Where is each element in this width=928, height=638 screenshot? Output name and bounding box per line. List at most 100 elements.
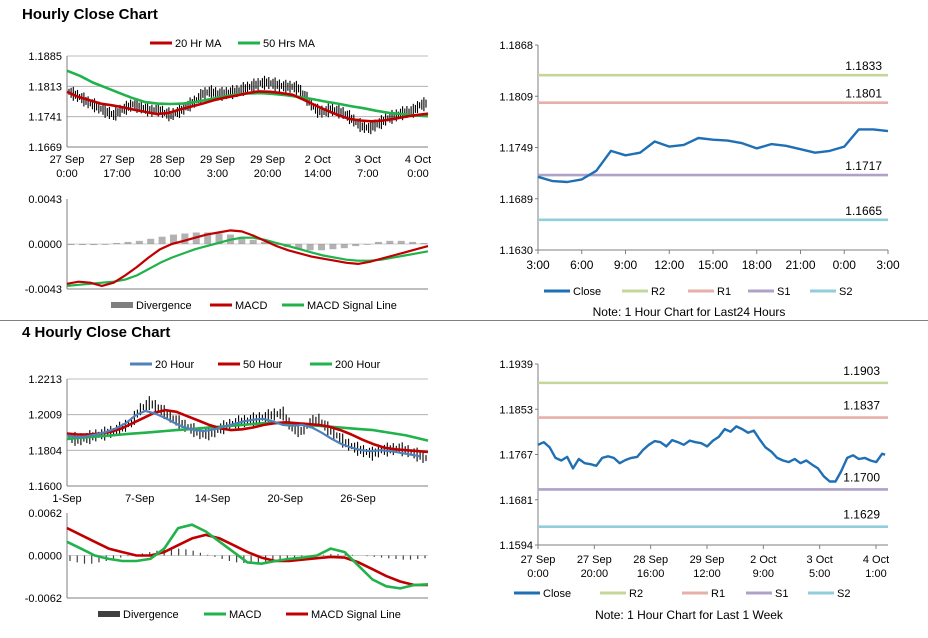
hourly-price-x-tick: 2 Oct bbox=[305, 154, 331, 166]
legend-macd-signal-swatch bbox=[282, 303, 304, 307]
four-hourly-price-y-tick: 1.1600 bbox=[28, 481, 62, 493]
legend-macd-label: MACD bbox=[235, 300, 267, 312]
hourly-divergence-bar bbox=[272, 244, 280, 246]
legend-macd-swatch bbox=[210, 303, 232, 307]
four-hourly-levels-y-tick: 1.1594 bbox=[499, 540, 533, 552]
legend-4h-r2-label: R2 bbox=[629, 588, 643, 600]
hourly-price-y-tick: 1.1885 bbox=[28, 51, 62, 63]
four-hourly-levels-x-tick: 2 Oct bbox=[750, 554, 776, 566]
four-hourly-ma50-line bbox=[66, 408, 429, 454]
hourly-price-x-tick: 10:00 bbox=[154, 168, 182, 180]
hourly-level-s1-label: 1.1717 bbox=[845, 159, 882, 173]
four-hourly-price-x-tick: 20-Sep bbox=[268, 493, 303, 505]
legend-50-hour-swatch bbox=[218, 362, 240, 366]
hourly-divergence-bar bbox=[386, 240, 394, 244]
hourly-levels-x-tick: 3:00 bbox=[526, 258, 550, 272]
four-hourly-price-x-tick: 1-Sep bbox=[52, 493, 81, 505]
hourly-divergence-bar bbox=[169, 234, 177, 244]
legend-4h-s1-swatch bbox=[746, 591, 772, 595]
legend-4h-divergence-swatch bbox=[98, 611, 120, 617]
legend-4h-close-swatch bbox=[514, 591, 540, 595]
four-hourly-price-x-tick: 26-Sep bbox=[340, 493, 375, 505]
four-hourly-levels-y-tick: 1.1767 bbox=[499, 450, 533, 462]
hourly-divergence-bar bbox=[124, 241, 132, 244]
hourly-divergence-bar bbox=[158, 236, 166, 244]
hourly-levels-x-tick: 9:00 bbox=[614, 258, 638, 272]
hourly-divergence-bar bbox=[295, 244, 303, 250]
hourly-price-x-tick: 7:00 bbox=[357, 168, 378, 180]
four-hourly-levels-x-tick: 4 Oct bbox=[863, 554, 889, 566]
legend-4h-close-label: Close bbox=[543, 588, 571, 600]
hourly-divergence-bar bbox=[409, 241, 417, 244]
four-hourly-levels-x-tick: 0:00 bbox=[527, 568, 548, 580]
legend-20hr-ma-swatch bbox=[150, 41, 172, 45]
legend-hourly-s2-label: S2 bbox=[839, 286, 852, 298]
legend-hourly-s1-label: S1 bbox=[777, 286, 790, 298]
legend-4h-s2-swatch bbox=[808, 591, 834, 595]
legend-4h-r2-swatch bbox=[600, 591, 626, 595]
hourly-macd-y-tick: 0.0043 bbox=[28, 194, 62, 206]
hourly-price-x-tick: 0:00 bbox=[56, 168, 77, 180]
hourly-levels-y-tick: 1.1809 bbox=[499, 91, 533, 103]
legend-hourly-s2-swatch bbox=[810, 289, 836, 293]
four-hourly-level-r1-label: 1.1837 bbox=[843, 399, 880, 413]
hourly-levels-x-tick: 15:00 bbox=[698, 258, 728, 272]
four-hourly-levels-x-tick: 27 Sep bbox=[521, 554, 556, 566]
legend-hourly-close-swatch bbox=[544, 289, 570, 293]
four-hourly-signal-line bbox=[66, 526, 428, 587]
hourly-divergence-bar bbox=[101, 244, 109, 245]
hourly-levels-y-tick: 1.1749 bbox=[499, 143, 533, 155]
four-hourly-close-line bbox=[537, 425, 886, 483]
legend-50hrs-ma-label: 50 Hrs MA bbox=[263, 38, 316, 50]
hourly-price-x-tick: 28 Sep bbox=[150, 154, 185, 166]
legend-4h-s1-label: S1 bbox=[775, 588, 788, 600]
hourly-levels-x-tick: 18:00 bbox=[742, 258, 772, 272]
hourly-price-x-tick: 17:00 bbox=[103, 168, 131, 180]
hourly-divergence-bar bbox=[67, 244, 75, 246]
four-hourly-levels-x-tick: 3 Oct bbox=[807, 554, 833, 566]
hourly-price-x-tick: 27 Sep bbox=[100, 154, 135, 166]
hourly-divergence-bar bbox=[306, 244, 314, 251]
legend-macd-signal-label: MACD Signal Line bbox=[307, 300, 397, 312]
section-divider bbox=[0, 320, 928, 321]
hourly-divergence-bar bbox=[204, 232, 212, 244]
hourly-levels-x-tick: 6:00 bbox=[570, 258, 594, 272]
hourly-price-y-tick: 1.1741 bbox=[28, 112, 62, 124]
hourly-divergence-bar bbox=[238, 236, 246, 244]
four-hourly-macd-y-tick: 0.0062 bbox=[28, 508, 62, 520]
four-hourly-levels-x-tick: 16:00 bbox=[637, 568, 665, 580]
hourly-divergence-bar bbox=[352, 244, 360, 247]
hourly-price-x-tick: 3:00 bbox=[207, 168, 228, 180]
hourly-price-x-tick: 20:00 bbox=[254, 168, 282, 180]
four-hourly-levels-x-tick: 5:00 bbox=[809, 568, 830, 580]
four-hourly-levels-x-tick: 12:00 bbox=[693, 568, 721, 580]
legend-4h-r1-swatch bbox=[682, 591, 708, 595]
hourly-levels-y-tick: 1.1868 bbox=[499, 40, 533, 52]
hourly-levels-x-tick: 0:00 bbox=[833, 258, 857, 272]
hourly-divergence-bar bbox=[113, 242, 121, 244]
four-hourly-macd-line bbox=[66, 523, 429, 590]
hourly-price-y-tick: 1.1813 bbox=[28, 81, 62, 93]
legend-divergence-label: Divergence bbox=[136, 300, 192, 312]
hourly-divergence-bar bbox=[135, 240, 143, 244]
legend-50-hour-label: 50 Hour bbox=[243, 359, 282, 371]
hourly-divergence-bar bbox=[261, 241, 269, 244]
hourly-divergence-bar bbox=[147, 238, 155, 244]
hourly-levels-y-tick: 1.1689 bbox=[499, 194, 533, 206]
legend-4h-macd-label: MACD bbox=[229, 609, 261, 621]
four-hourly-levels-y-tick: 1.1681 bbox=[499, 495, 533, 507]
hourly-note: Note: 1 Hour Chart for Last24 Hours bbox=[593, 305, 786, 319]
four-hourly-price-y-tick: 1.1804 bbox=[28, 445, 62, 457]
legend-20hr-ma-label: 20 Hr MA bbox=[175, 38, 222, 50]
four-hourly-level-s2-label: 1.1629 bbox=[843, 508, 880, 522]
hourly-divergence-bar bbox=[78, 244, 86, 246]
hourly-divergence-bar bbox=[215, 233, 223, 244]
hourly-price-x-tick: 0:00 bbox=[407, 168, 428, 180]
legend-4h-macd-signal-label: MACD Signal Line bbox=[311, 609, 401, 621]
four-hourly-price-x-tick: 7-Sep bbox=[125, 493, 154, 505]
legend-200-hour-swatch bbox=[310, 362, 332, 366]
hourly-levels-x-tick: 3:00 bbox=[876, 258, 900, 272]
four-hourly-levels-x-tick: 29 Sep bbox=[690, 554, 725, 566]
hourly-level-s2-label: 1.1665 bbox=[845, 204, 882, 218]
